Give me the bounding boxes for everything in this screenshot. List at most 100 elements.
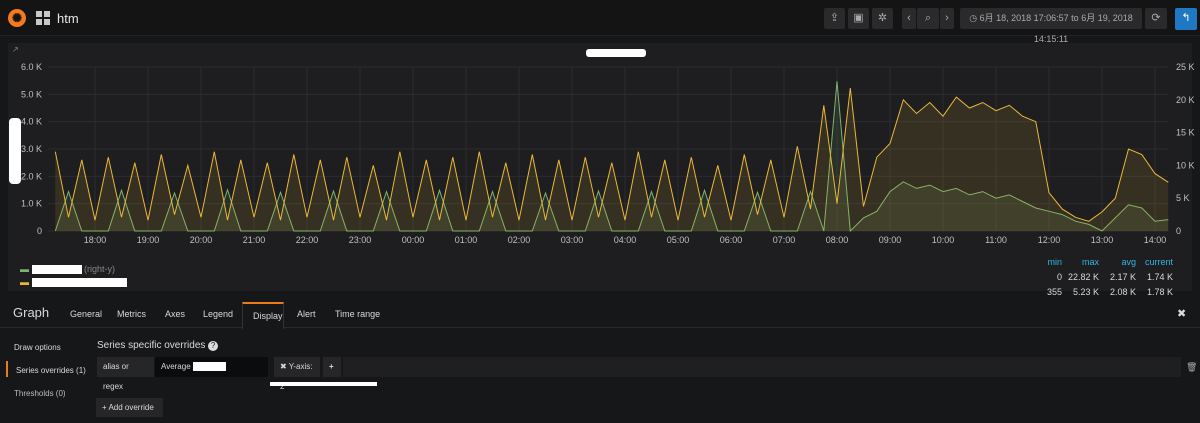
side-draw-options[interactable]: Draw options	[14, 343, 61, 352]
current-value: 1.78 K	[1146, 286, 1173, 297]
active-side-indicator	[6, 361, 8, 377]
help-icon[interactable]: ?	[208, 341, 219, 351]
x-tick-label: 00:00	[402, 235, 425, 245]
x-tick-label: 21:00	[243, 235, 266, 245]
time-range-picker[interactable]: ◷ 6月 18, 2018 17:06:57 to 6月 19, 2018 14…	[960, 8, 1142, 44]
legend-row: 355 5.23 K 2.08 K 1.78 K	[1027, 285, 1173, 298]
zoom-out-icon[interactable]: ⌕	[917, 8, 939, 29]
x-tick-label: 23:00	[349, 235, 372, 245]
legend-item-green[interactable]: ▬ (right-y)	[20, 264, 116, 275]
min-value: 355	[1046, 286, 1062, 297]
avg-value: 2.08 K	[1109, 286, 1136, 297]
dashboards-grid-icon[interactable]	[36, 11, 50, 25]
panel-title-redacted	[586, 49, 646, 57]
y-left-tick-label: 0	[37, 226, 42, 236]
alias-value: Average	[161, 362, 191, 371]
legend-item-yellow[interactable]: ▬	[20, 277, 127, 288]
alias-input[interactable]: Average	[155, 357, 268, 377]
tab-alert[interactable]: Alert	[297, 309, 316, 319]
back-icon[interactable]: ↰	[1175, 8, 1197, 30]
series-line-0	[54, 81, 1169, 233]
series-name-redacted	[31, 278, 127, 288]
y-left-tick-label: 1.0 K	[21, 199, 42, 209]
tab-axes[interactable]: Axes	[165, 309, 186, 319]
trash-icon[interactable]: 🗑	[1186, 362, 1198, 372]
save-icon[interactable]: ▣	[848, 8, 869, 29]
x-tick-label: 07:00	[773, 235, 796, 245]
x-tick-label: 13:00	[1091, 235, 1114, 245]
x-tick-label: 02:00	[508, 235, 531, 245]
current-value: 1.74 K	[1146, 271, 1173, 282]
min-value: 0	[1056, 271, 1062, 282]
grafana-logo[interactable]: ✺	[8, 9, 26, 27]
max-value: 22.82 K	[1067, 271, 1099, 282]
x-tick-label: 10:00	[932, 235, 955, 245]
section-title-text: Series specific overrides	[97, 340, 206, 351]
chevron-left-icon[interactable]: ‹	[902, 8, 916, 29]
refresh-icon[interactable]: ⟳	[1145, 8, 1167, 29]
graph-panel: ↗	[8, 43, 1192, 291]
override-row-filler	[343, 357, 1181, 377]
add-override-option-button[interactable]: +	[323, 357, 341, 377]
x-tick-label: 06:00	[720, 235, 743, 245]
x-tick-label: 03:00	[561, 235, 584, 245]
x-tick-label: 22:00	[296, 235, 319, 245]
share-icon[interactable]: ⇪	[824, 8, 845, 29]
dashboard-title[interactable]: htm	[57, 11, 79, 26]
add-override-button[interactable]: + Add override	[96, 398, 163, 417]
series-area-0	[55, 81, 1169, 231]
x-tick-label: 01:00	[455, 235, 478, 245]
legend-row: 0 22.82 K 2.17 K 1.74 K	[1027, 270, 1173, 283]
y-left-tick-label: 5.0 K	[21, 89, 42, 99]
series-line-1	[54, 87, 1169, 222]
avg-value: 2.17 K	[1109, 271, 1136, 282]
x-tick-label: 12:00	[1038, 235, 1061, 245]
graph-chart[interactable]: 0 1.0 K 2.0 K 3.0 K 4.0 K 5.0 K 6.0 K 0 5 K 10 K 1…	[0, 50, 1200, 300]
y-right-tick-label: 5 K	[1176, 193, 1190, 203]
x-tick-label: 09:00	[879, 235, 902, 245]
close-icon[interactable]: ✖	[1177, 308, 1187, 320]
side-series-overrides[interactable]: Series overrides (1)	[16, 366, 86, 375]
x-tick-label: 04:00	[614, 235, 637, 245]
series-name-redacted	[31, 265, 82, 275]
y-left-tick-label: 3.0 K	[21, 144, 42, 154]
editor-tabs: Graph General Metrics Axes Legend Displa…	[0, 302, 1200, 329]
y-axis-label-redacted	[9, 118, 21, 184]
tab-display[interactable]: Display	[242, 302, 284, 329]
panel-edit-icon[interactable]: ↗	[12, 45, 19, 54]
x-tick-label: 20:00	[190, 235, 213, 245]
legend-axis-suffix: (right-y)	[84, 264, 116, 274]
editor-title: Graph	[13, 305, 50, 320]
tab-time-range[interactable]: Time range	[335, 309, 381, 319]
y-right-tick-label: 0	[1176, 226, 1181, 236]
y-left-tick-label: 2.0 K	[21, 171, 42, 181]
legend-header-min[interactable]: min	[1047, 256, 1062, 267]
legend-header-avg[interactable]: avg	[1121, 256, 1136, 267]
alias-label: alias or regex	[97, 357, 154, 391]
y-right-tick-label: 15 K	[1176, 128, 1195, 138]
y-axis-override-chip[interactable]: ✖ Y-axis: 2	[274, 357, 320, 391]
legend-header-current[interactable]: current	[1144, 256, 1173, 267]
y-right-tick-label: 10 K	[1176, 160, 1195, 170]
top-navbar: ✺ htm ⇪ ▣ ✲ ‹ ⌕ › ◷ 6月 18, 2018 17:06:57…	[0, 0, 1200, 44]
legend-values-table: min max avg current 0 22.82 K 2.17 K 1.74 K 35…	[1025, 253, 1175, 300]
y-right-tick-label: 25 K	[1176, 62, 1195, 72]
tab-metrics[interactable]: Metrics	[117, 309, 146, 319]
chevron-right-icon[interactable]: ›	[940, 8, 954, 29]
side-thresholds[interactable]: Thresholds (0)	[14, 389, 66, 398]
x-tick-label: 08:00	[826, 235, 849, 245]
legend-header-max[interactable]: max	[1081, 256, 1099, 267]
tab-legend[interactable]: Legend	[203, 309, 234, 319]
y-left-tick-label: 4.0 K	[21, 117, 42, 127]
alias-redacted	[192, 362, 226, 372]
x-tick-label: 05:00	[667, 235, 690, 245]
max-value: 5.23 K	[1072, 286, 1099, 297]
settings-icon[interactable]: ✲	[872, 8, 893, 29]
tab-general[interactable]: General	[70, 309, 103, 319]
section-title: Series specific overrides ?	[97, 340, 219, 351]
redaction-bar	[270, 382, 377, 386]
x-tick-label: 18:00	[84, 235, 107, 245]
x-tick-label: 19:00	[137, 235, 160, 245]
series-area-1	[55, 88, 1169, 231]
time-range-text: 6月 18, 2018 17:06:57 to 6月 19, 2018 14:1…	[979, 13, 1133, 44]
